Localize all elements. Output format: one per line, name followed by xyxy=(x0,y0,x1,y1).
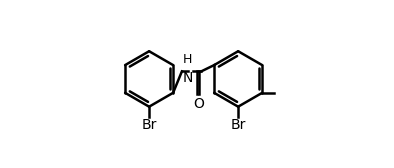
Text: Br: Br xyxy=(141,118,157,132)
Text: H: H xyxy=(183,53,192,66)
Text: O: O xyxy=(193,97,204,111)
Text: N: N xyxy=(182,71,193,85)
Text: Br: Br xyxy=(230,118,246,132)
